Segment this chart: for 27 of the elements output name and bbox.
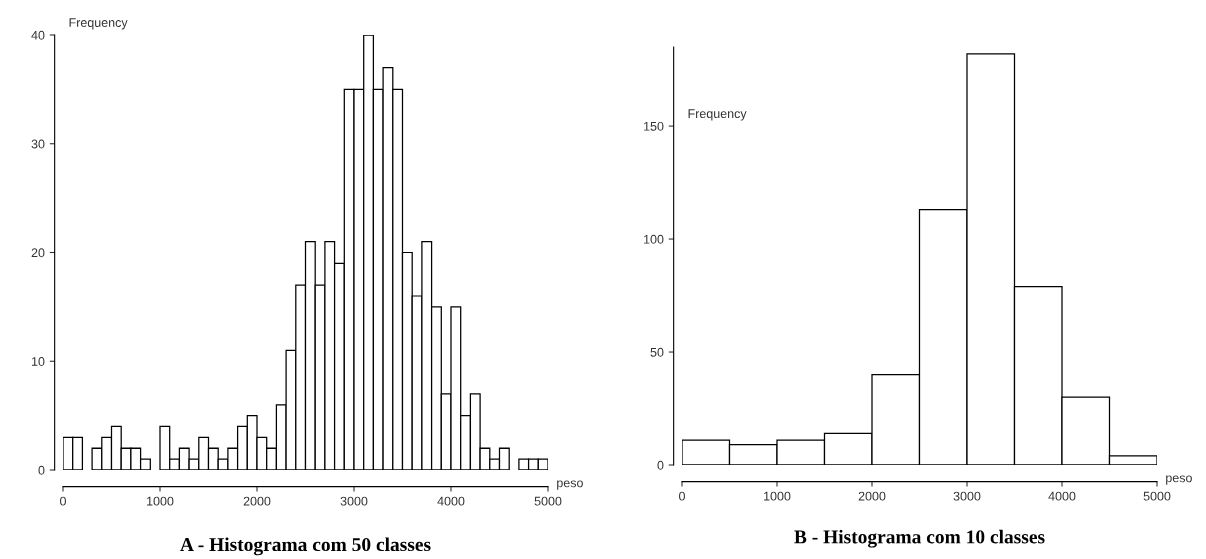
y-tick-label: 50 [650,347,664,357]
text: B - Histograma com 10 classes [794,529,1045,548]
x-tick-label: 4000 [1048,491,1076,501]
y-axis-title: Frequency [688,109,747,121]
x-tick-label: 5000 [534,496,562,506]
x-tick-label: 2000 [858,491,886,501]
x-tick-label: 4000 [437,496,465,506]
y-axis-title: Frequency [69,18,128,30]
x-axis-title: peso [557,480,583,490]
x-tick-label: 3000 [340,496,368,506]
x-axis-title: peso [1166,475,1192,485]
text: A - Histograma com 50 classes [180,537,431,556]
y-tick-label: 40 [31,30,45,40]
x-tick-label: 1000 [764,491,791,501]
y-tick-label: 30 [31,139,45,149]
x-tick-label: 0 [679,491,685,501]
y-tick-label: 150 [644,121,664,131]
x-tick-label: 5000 [1143,491,1171,501]
x-tick-label: 0 [60,496,66,506]
x-tick-label: 3000 [953,491,981,501]
x-tick-label: 1000 [147,496,174,506]
x-tick-label: 2000 [243,496,271,506]
y-tick-label: 0 [38,465,45,475]
y-tick-label: 100 [644,234,664,244]
y-tick-label: 0 [657,460,664,470]
y-tick-label: 10 [32,357,45,366]
y-tick-label: 20 [31,248,45,258]
